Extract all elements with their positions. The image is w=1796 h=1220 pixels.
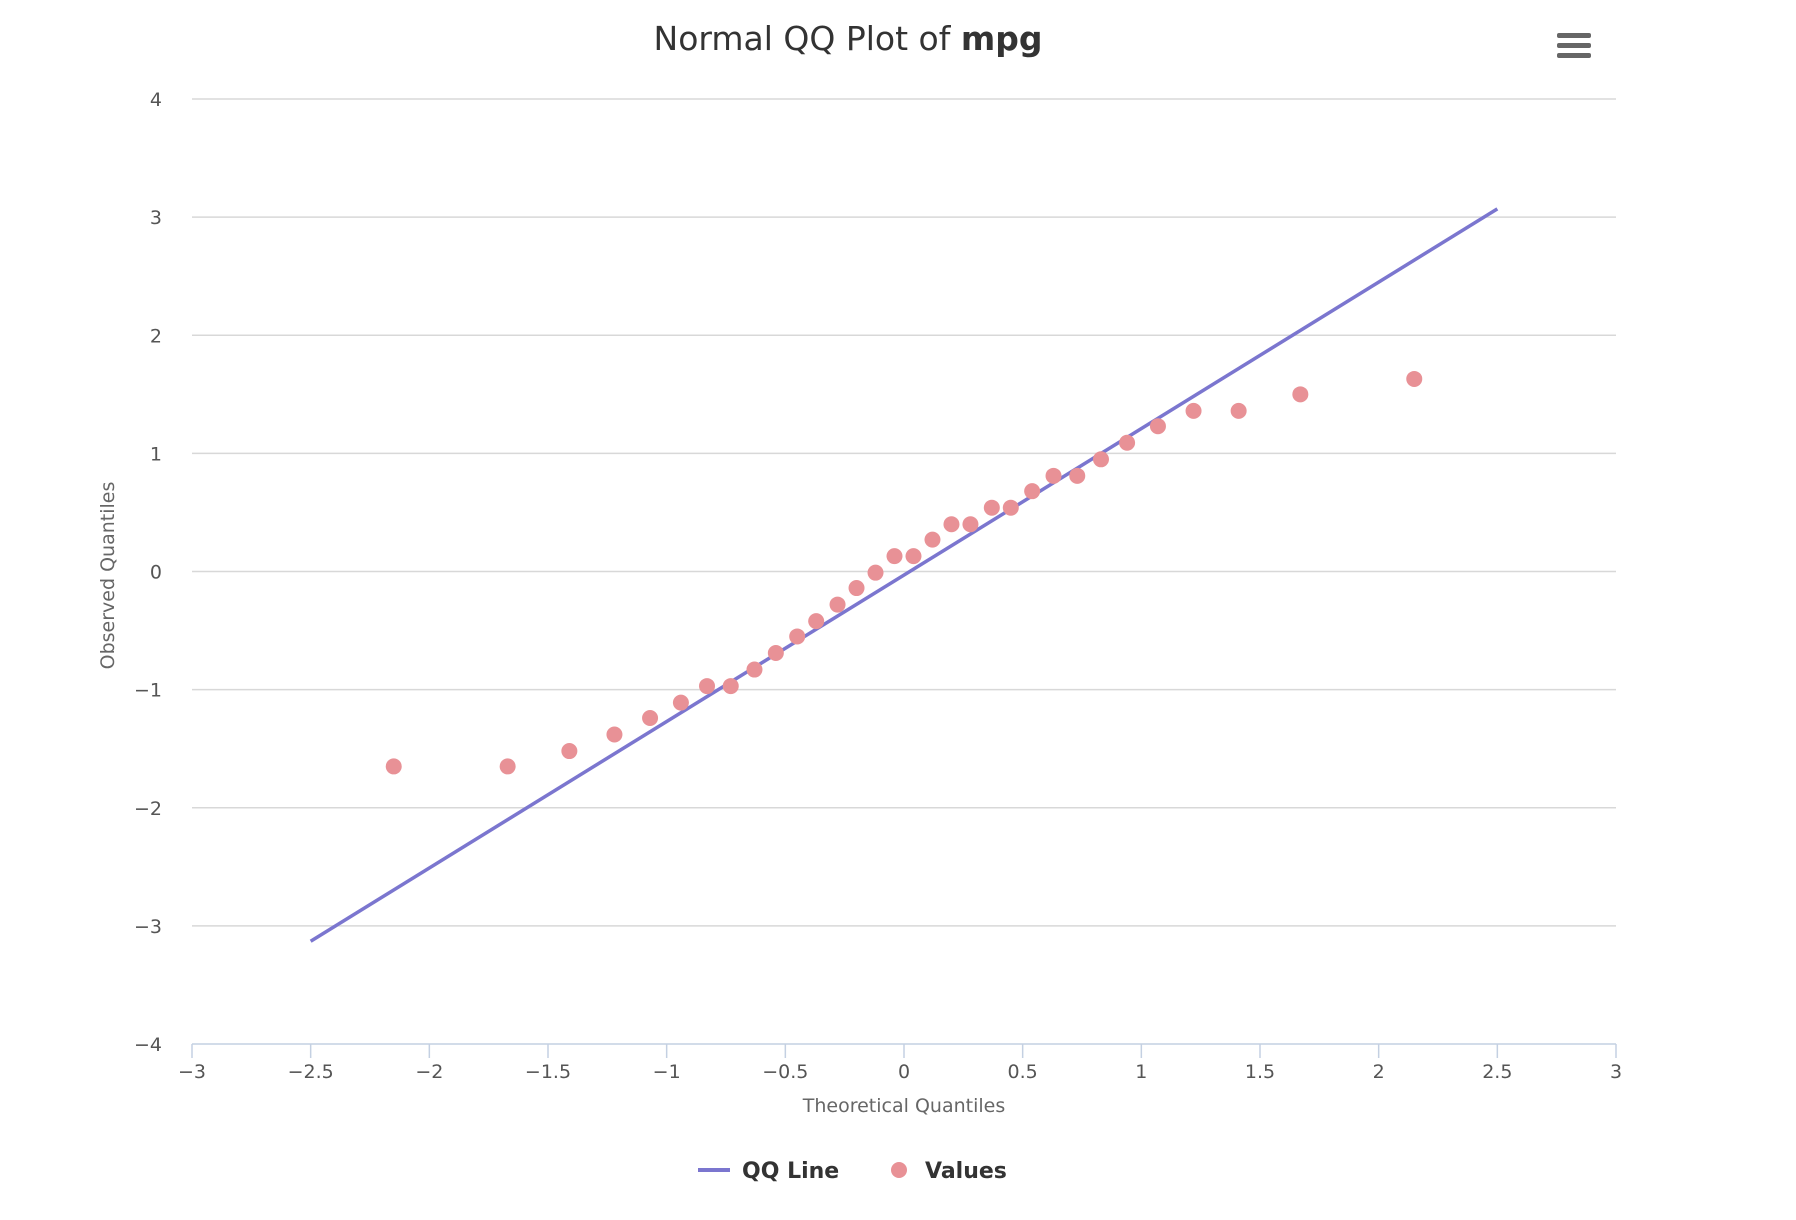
x-tick-label: −2.5 [288, 1061, 334, 1083]
value-point [808, 613, 825, 630]
value-point [385, 758, 402, 775]
series-layer [309, 207, 1499, 943]
value-point [924, 531, 941, 548]
value-point [905, 548, 922, 565]
chart-title-emphasis: mpg [961, 19, 1043, 58]
legend-item-qq-line[interactable]: QQ Line [698, 1159, 839, 1184]
value-point [672, 694, 689, 711]
y-tick-label: −3 [134, 916, 162, 938]
legend-label-values: Values [925, 1159, 1007, 1184]
value-point [1002, 499, 1019, 516]
value-point [722, 678, 739, 695]
y-tick-label: 4 [150, 89, 162, 111]
value-point [1092, 451, 1109, 468]
x-tick-label: 0 [898, 1061, 910, 1083]
value-point [1119, 434, 1136, 451]
legend-item-values[interactable]: Values [891, 1159, 1007, 1184]
value-point [767, 645, 784, 662]
value-point [499, 758, 516, 775]
x-tick-label: −3 [178, 1061, 206, 1083]
x-tick-label: −0.5 [762, 1061, 808, 1083]
value-point [1292, 386, 1309, 403]
qq-line [309, 207, 1499, 943]
value-point [886, 548, 903, 565]
legend: QQ Line Values [698, 1159, 1007, 1184]
x-tick-label: −1.5 [525, 1061, 571, 1083]
y-tick-label: 0 [150, 562, 162, 584]
value-point [1045, 467, 1062, 484]
value-point [746, 661, 763, 678]
x-axis: −3 −2.5 −2 −1.5 −1 −0.5 0 0.5 1 1.5 2 2.5 3 [178, 1043, 1622, 1083]
y-tick-label: −4 [134, 1034, 162, 1056]
value-point [699, 678, 716, 695]
legend-label-qq-line: QQ Line [742, 1159, 839, 1184]
y-tick-label: −2 [134, 798, 162, 820]
value-point [561, 743, 578, 760]
x-tick-label: −2 [415, 1061, 443, 1083]
value-point [829, 596, 846, 613]
x-tick-label: 1 [1135, 1061, 1147, 1083]
x-tick-label: 0.5 [1008, 1061, 1038, 1083]
value-point [867, 564, 884, 581]
context-menu-button[interactable] [1552, 28, 1596, 64]
x-tick-label: 3 [1610, 1061, 1622, 1083]
value-point [1069, 467, 1086, 484]
y-axis-title: Observed Quantiles [97, 482, 119, 670]
value-point [1230, 402, 1247, 419]
x-axis-title: Theoretical Quantiles [802, 1095, 1005, 1117]
x-tick-label: 2 [1373, 1061, 1385, 1083]
value-point [1185, 402, 1202, 419]
x-tick-label: 2.5 [1482, 1061, 1512, 1083]
value-point [1149, 418, 1166, 435]
grid-lines [192, 98, 1616, 927]
y-tick-label: −1 [134, 680, 162, 702]
y-axis: 4 3 2 1 0 −1 −2 −3 −4 [134, 89, 162, 1056]
y-tick-label: 2 [150, 325, 162, 347]
y-tick-label: 1 [150, 443, 162, 465]
value-point [1024, 483, 1041, 500]
value-point [606, 726, 623, 743]
value-point [789, 628, 806, 645]
x-tick-label: 1.5 [1245, 1061, 1275, 1083]
hamburger-menu-icon [1557, 33, 1591, 58]
legend-dot-swatch [891, 1162, 907, 1178]
value-point [642, 709, 659, 726]
value-point [983, 499, 1000, 516]
value-point [943, 516, 960, 533]
value-point [962, 516, 979, 533]
value-point [848, 580, 865, 597]
y-tick-label: 3 [150, 207, 162, 229]
value-point [1406, 370, 1423, 387]
chart-title-prefix: Normal QQ Plot of [654, 19, 961, 58]
chart-title: Normal QQ Plot of mpg [654, 19, 1043, 58]
x-tick-label: −1 [653, 1061, 681, 1083]
